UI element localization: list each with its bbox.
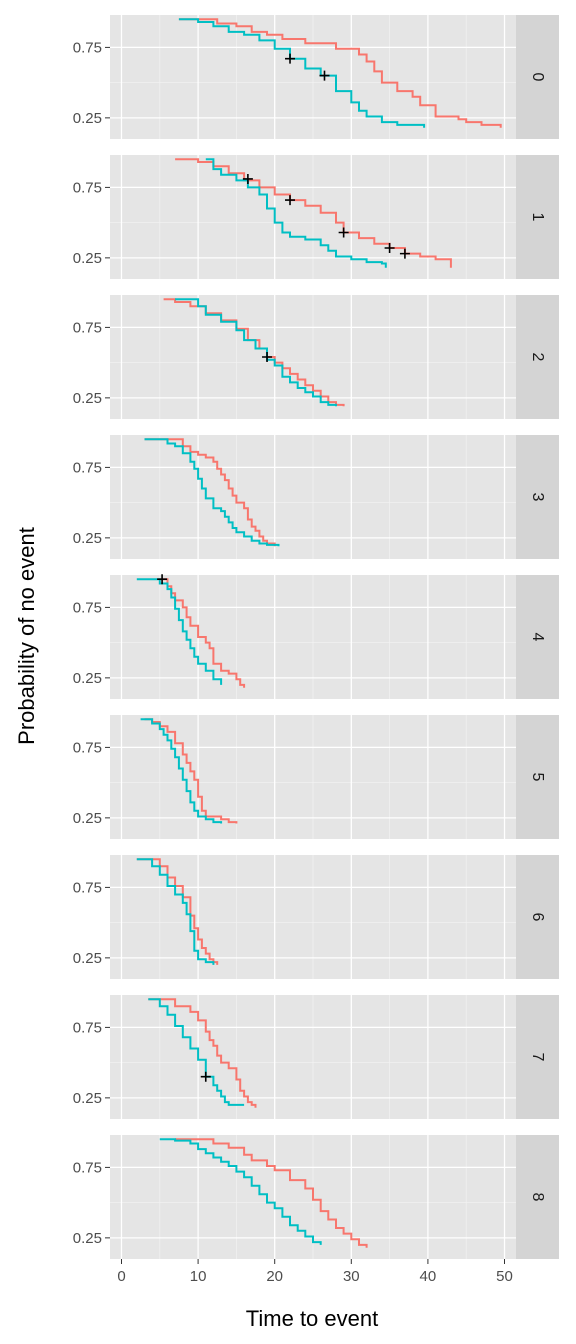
y-tick-label: 0.75 — [73, 39, 102, 56]
facet-strip-label: 4 — [529, 633, 546, 642]
x-tick-label: 30 — [343, 1268, 360, 1285]
y-tick-label: 0.75 — [73, 1159, 102, 1176]
km-curve-series-1 — [144, 438, 276, 547]
facet-strip-label: 6 — [529, 913, 546, 922]
km-curve-series-2 — [159, 1138, 322, 1245]
km-curve-series-2 — [136, 578, 223, 685]
facet-strip — [516, 995, 559, 1119]
y-tick-label: 0.25 — [73, 950, 102, 967]
facet-panel-8: 0.25 0.75 8 — [73, 1135, 559, 1259]
y-tick-label: 0.25 — [73, 250, 102, 267]
y-axis-title: Probability of no event — [14, 527, 39, 745]
km-curve-series-2 — [175, 298, 337, 407]
facet-panel-4: 0.25 0.75 4 — [73, 574, 559, 699]
censor-mark — [285, 53, 296, 64]
x-tick-label: 40 — [420, 1268, 437, 1285]
y-tick-label: 0.75 — [73, 319, 102, 336]
km-curve-series-2 — [148, 998, 245, 1106]
y-tick-label: 0.25 — [73, 670, 102, 687]
facet-strip — [516, 435, 559, 559]
facet-panel-6: 0.25 0.75 6 — [73, 855, 559, 979]
y-tick-label: 0.75 — [73, 179, 102, 196]
km-curve-series-1 — [159, 578, 246, 688]
facet-strip-label: 3 — [529, 493, 546, 502]
facet-strip-label: 1 — [529, 213, 546, 222]
km-curve-series-2 — [178, 18, 426, 128]
facet-strip-label: 5 — [529, 773, 546, 782]
y-tick-label: 0.25 — [73, 1230, 102, 1247]
facet-strip — [516, 715, 559, 839]
x-axis: 0 10 20 30 40 50 — [117, 1259, 513, 1285]
x-tick-label: 10 — [190, 1268, 207, 1285]
y-tick-label: 0.25 — [73, 1090, 102, 1107]
x-tick-label: 0 — [117, 1268, 125, 1285]
facet-panel-1: 0.25 0.75 1 — [73, 155, 559, 279]
km-curve-series-2 — [136, 858, 215, 965]
facet-strip — [516, 575, 559, 699]
facet-strip — [516, 155, 559, 279]
censor-mark — [384, 243, 395, 253]
facet-panel-5: 0.25 0.75 5 — [73, 715, 559, 839]
facet-strip-label: 8 — [529, 1193, 546, 1202]
x-tick-label: 20 — [266, 1268, 283, 1285]
y-tick-label: 0.25 — [73, 390, 102, 407]
censor-mark — [157, 574, 168, 585]
facet-strip-label: 0 — [529, 73, 546, 82]
y-tick-label: 0.75 — [73, 739, 102, 756]
censor-mark — [262, 352, 273, 362]
facet-panel-0: 0.25 0.75 0 — [73, 15, 559, 139]
km-curve-series-2 — [140, 718, 223, 824]
censor-mark — [200, 1071, 211, 1082]
censor-mark — [399, 248, 410, 259]
y-tick-label: 0.75 — [73, 879, 102, 896]
x-axis-title: Time to event — [246, 1306, 378, 1331]
censor-mark — [285, 195, 296, 206]
facet-strip — [516, 295, 559, 419]
y-tick-label: 0.75 — [73, 599, 102, 616]
censor-mark — [338, 227, 349, 238]
y-tick-label: 0.25 — [73, 110, 102, 127]
facet-strip — [516, 15, 559, 139]
km-curve-series-1 — [136, 858, 219, 965]
km-curve-series-1 — [178, 18, 502, 128]
facet-panels: 0.250.7500.250.7510.250.7520.250.7530.25… — [73, 15, 559, 1259]
censor-mark — [319, 70, 330, 81]
facet-strip-label: 2 — [529, 353, 546, 362]
facet-panel-2: 0.25 0.75 2 — [73, 295, 559, 419]
km-curve-series-1 — [148, 998, 257, 1108]
x-tick-label: 50 — [496, 1268, 513, 1285]
km-curve-series-1 — [175, 1138, 368, 1248]
y-tick-label: 0.25 — [73, 530, 102, 547]
km-curve-series-1 — [144, 718, 238, 824]
facet-strip — [516, 855, 559, 979]
km-curve-series-2 — [144, 438, 280, 547]
facet-strip-label: 7 — [529, 1053, 546, 1062]
censor-mark — [242, 173, 253, 184]
facet-strip — [516, 1135, 559, 1259]
km-curve-series-2 — [205, 158, 387, 268]
facet-panel-3: 0.25 0.75 3 — [73, 435, 559, 559]
y-tick-label: 0.25 — [73, 810, 102, 827]
y-tick-label: 0.75 — [73, 459, 102, 476]
facet-panel-7: 0.25 0.75 7 — [73, 995, 559, 1119]
y-tick-label: 0.75 — [73, 1019, 102, 1036]
